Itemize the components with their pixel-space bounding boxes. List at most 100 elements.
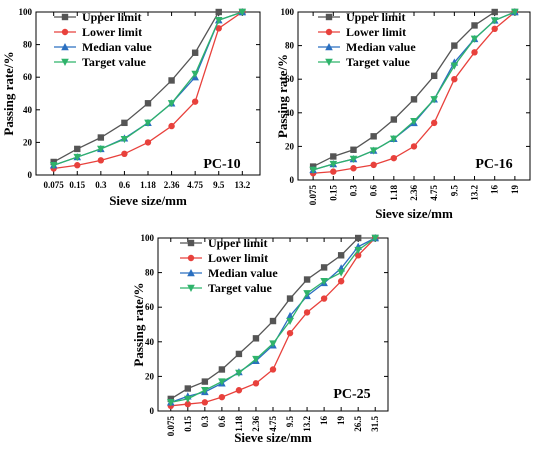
legend-marker [325, 43, 333, 51]
legend-entry: Lower limit [346, 25, 406, 39]
x-tick-label: 26.5 [353, 416, 363, 432]
data-point [286, 317, 294, 326]
data-point [120, 135, 129, 144]
x-tick-label: 13.2 [302, 416, 312, 432]
x-tick-label: 9.5 [213, 180, 225, 190]
x-tick-label: 13.2 [234, 180, 250, 190]
data-point [286, 295, 294, 302]
data-point [144, 119, 152, 127]
x-tick-label: 1.18 [389, 185, 399, 201]
series-target-value [166, 234, 380, 407]
x-tick-label: 0.075 [44, 180, 65, 190]
data-point [320, 278, 328, 286]
data-point [337, 252, 345, 259]
x-tick-label: 4.75 [268, 416, 278, 432]
series-target-value [309, 8, 519, 174]
data-point [370, 133, 377, 140]
data-point [215, 25, 222, 32]
series-target-value [49, 8, 247, 170]
data-point [511, 8, 519, 16]
data-point [349, 155, 358, 163]
data-point [269, 366, 277, 373]
data-point [184, 400, 192, 408]
legend-entry: Lower limit [82, 25, 142, 39]
x-tick-label: 0.075 [308, 185, 318, 206]
data-point [269, 317, 277, 325]
data-point [144, 139, 152, 146]
x-tick-label: 4.75 [429, 185, 439, 201]
data-point [451, 42, 458, 49]
data-point [390, 116, 398, 123]
data-point [491, 8, 498, 16]
x-tick-label: 9.5 [449, 185, 459, 197]
plot-frame [35, 11, 261, 176]
x-tick-label: 0.15 [69, 180, 85, 190]
x-tick-label: 2.36 [251, 416, 261, 432]
data-point [269, 340, 277, 348]
data-point [73, 153, 82, 162]
x-tick-label: 9.5 [285, 416, 295, 428]
data-point [166, 399, 175, 407]
data-point [490, 17, 499, 25]
data-point [191, 98, 199, 105]
x-tick-label: 16 [319, 416, 329, 426]
y-tick-label: 60 [285, 74, 295, 84]
data-point [201, 387, 209, 395]
legend-entry: Upper limit [82, 10, 141, 24]
data-point [337, 269, 345, 277]
data-point [330, 153, 337, 160]
y-tick-label: 20 [145, 371, 155, 381]
data-point [191, 70, 199, 78]
data-point [470, 35, 479, 43]
x-tick-label: 0.6 [217, 416, 227, 428]
data-point [235, 387, 243, 394]
x-tick-label: 13.2 [470, 185, 480, 201]
data-point [144, 100, 152, 107]
legend-entry: Target value [82, 55, 147, 69]
legend-marker [325, 58, 333, 66]
data-point [320, 264, 328, 271]
legend-marker [187, 239, 195, 247]
data-point [330, 168, 337, 175]
panel-label: PC-16 [475, 157, 512, 172]
data-point [309, 166, 317, 174]
legend-marker [325, 28, 333, 36]
x-tick-label: 0.3 [95, 180, 107, 190]
data-point [390, 135, 398, 143]
y-tick-label: 0 [290, 175, 295, 185]
data-point [201, 378, 209, 385]
data-point [303, 309, 311, 316]
y-tick-label: 40 [285, 108, 295, 118]
legend-entry: Upper limit [346, 10, 405, 24]
x-tick-label: 4.75 [187, 180, 203, 190]
y-axis-label: Passing rate/% [1, 51, 16, 135]
data-point [320, 295, 328, 302]
data-point [369, 147, 378, 155]
data-point [303, 290, 311, 298]
legend-entry: Upper limit [208, 236, 267, 250]
data-point [337, 278, 345, 285]
y-tick-label: 60 [145, 302, 155, 312]
y-tick-label: 0 [28, 170, 33, 180]
data-point [410, 96, 418, 103]
x-tick-label: 0.6 [119, 180, 131, 190]
chart-panel-pc-10: 0 20 40 60 80 100 0.075 0.15 0.3 0.6 1.18 2.36 4.75 9… [1, 7, 261, 208]
data-point [97, 145, 105, 153]
x-tick-label: 19 [510, 185, 520, 195]
legend-marker [61, 58, 69, 66]
data-point [471, 49, 478, 56]
data-point [286, 329, 294, 337]
x-axis-label: Sieve size/mm [234, 430, 312, 445]
legend-entry: Target value [346, 55, 411, 69]
data-point [450, 62, 459, 70]
data-point [191, 49, 199, 56]
data-point [350, 146, 357, 153]
legend-marker [187, 269, 195, 277]
x-axis-label: Sieve size/mm [109, 193, 187, 208]
legend-marker [61, 43, 69, 51]
data-point [350, 165, 357, 172]
data-point [74, 145, 81, 153]
